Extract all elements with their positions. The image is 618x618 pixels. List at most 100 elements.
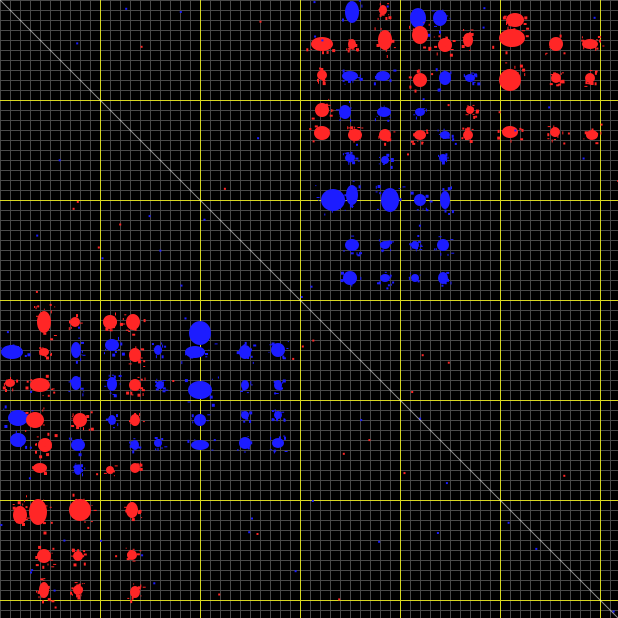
speck (412, 279, 415, 281)
speck (80, 358, 82, 362)
speck (35, 306, 37, 310)
speck (122, 323, 126, 325)
speck (344, 194, 348, 197)
blob (30, 378, 50, 392)
speck (376, 44, 380, 47)
speck (129, 422, 131, 424)
speck (421, 131, 425, 133)
speck (353, 18, 355, 22)
speck (28, 477, 31, 480)
speck (411, 248, 413, 250)
speck (211, 449, 214, 451)
speck (250, 381, 252, 385)
speck (71, 593, 73, 596)
speck (375, 185, 377, 189)
blob (433, 10, 447, 26)
speck (419, 274, 421, 276)
speck (275, 393, 279, 394)
speck (141, 554, 144, 557)
speck (421, 354, 424, 357)
speck (251, 517, 253, 520)
speck (143, 360, 146, 363)
speck (410, 191, 414, 195)
blob (379, 5, 387, 15)
speck (4, 425, 8, 428)
speck (437, 129, 439, 132)
blob (33, 463, 47, 473)
speck (454, 142, 457, 145)
speck (379, 192, 382, 195)
speck (71, 425, 75, 427)
speck (360, 419, 363, 422)
speck (4, 405, 7, 409)
speck (425, 207, 427, 211)
blob (194, 414, 206, 426)
speck (43, 499, 45, 501)
speck (393, 131, 396, 133)
speck (582, 157, 585, 160)
speck (390, 165, 393, 169)
speck (247, 443, 249, 445)
speck (76, 584, 80, 587)
speck (278, 436, 281, 440)
speck (348, 80, 351, 83)
speck (551, 139, 553, 143)
speck (43, 350, 45, 353)
speck (428, 23, 430, 26)
speck (124, 506, 128, 508)
speck (131, 394, 134, 396)
speck (125, 7, 128, 10)
speck (127, 597, 130, 599)
speck (134, 358, 137, 362)
speck (347, 198, 351, 202)
speck (46, 356, 49, 360)
speck (68, 391, 71, 393)
speck (428, 46, 432, 50)
speck (113, 375, 116, 379)
speck (361, 4, 363, 8)
speck (105, 326, 109, 328)
speck (449, 53, 453, 57)
speck (497, 136, 501, 140)
blob (71, 342, 81, 358)
speck (417, 235, 420, 237)
speck (73, 346, 76, 349)
speck (156, 378, 158, 380)
speck (217, 376, 219, 379)
speck (508, 24, 511, 27)
speck (49, 303, 52, 306)
speck (317, 78, 319, 82)
speck (42, 522, 46, 525)
speck (346, 152, 350, 155)
speck (354, 44, 358, 47)
speck (185, 353, 187, 356)
speck (379, 3, 381, 6)
speck (51, 600, 55, 603)
speck (468, 106, 470, 108)
speck (87, 526, 90, 529)
speck (143, 319, 146, 323)
blob (343, 271, 357, 285)
speck (332, 49, 336, 53)
speck (284, 451, 288, 452)
speck (244, 341, 247, 345)
speck (559, 80, 563, 84)
speck (356, 252, 358, 256)
speck (380, 106, 382, 109)
speck (385, 17, 388, 20)
speck (74, 325, 77, 327)
speck (378, 73, 381, 76)
speck (389, 116, 391, 118)
speck (32, 466, 36, 469)
speck (348, 127, 351, 129)
speck (139, 467, 143, 471)
speck (45, 590, 49, 594)
speck (259, 20, 262, 23)
speck (463, 29, 465, 31)
speck (132, 450, 135, 454)
speck (492, 45, 495, 49)
speck (54, 606, 57, 609)
speck (35, 443, 37, 444)
speck (205, 356, 208, 358)
speck (358, 0, 361, 2)
